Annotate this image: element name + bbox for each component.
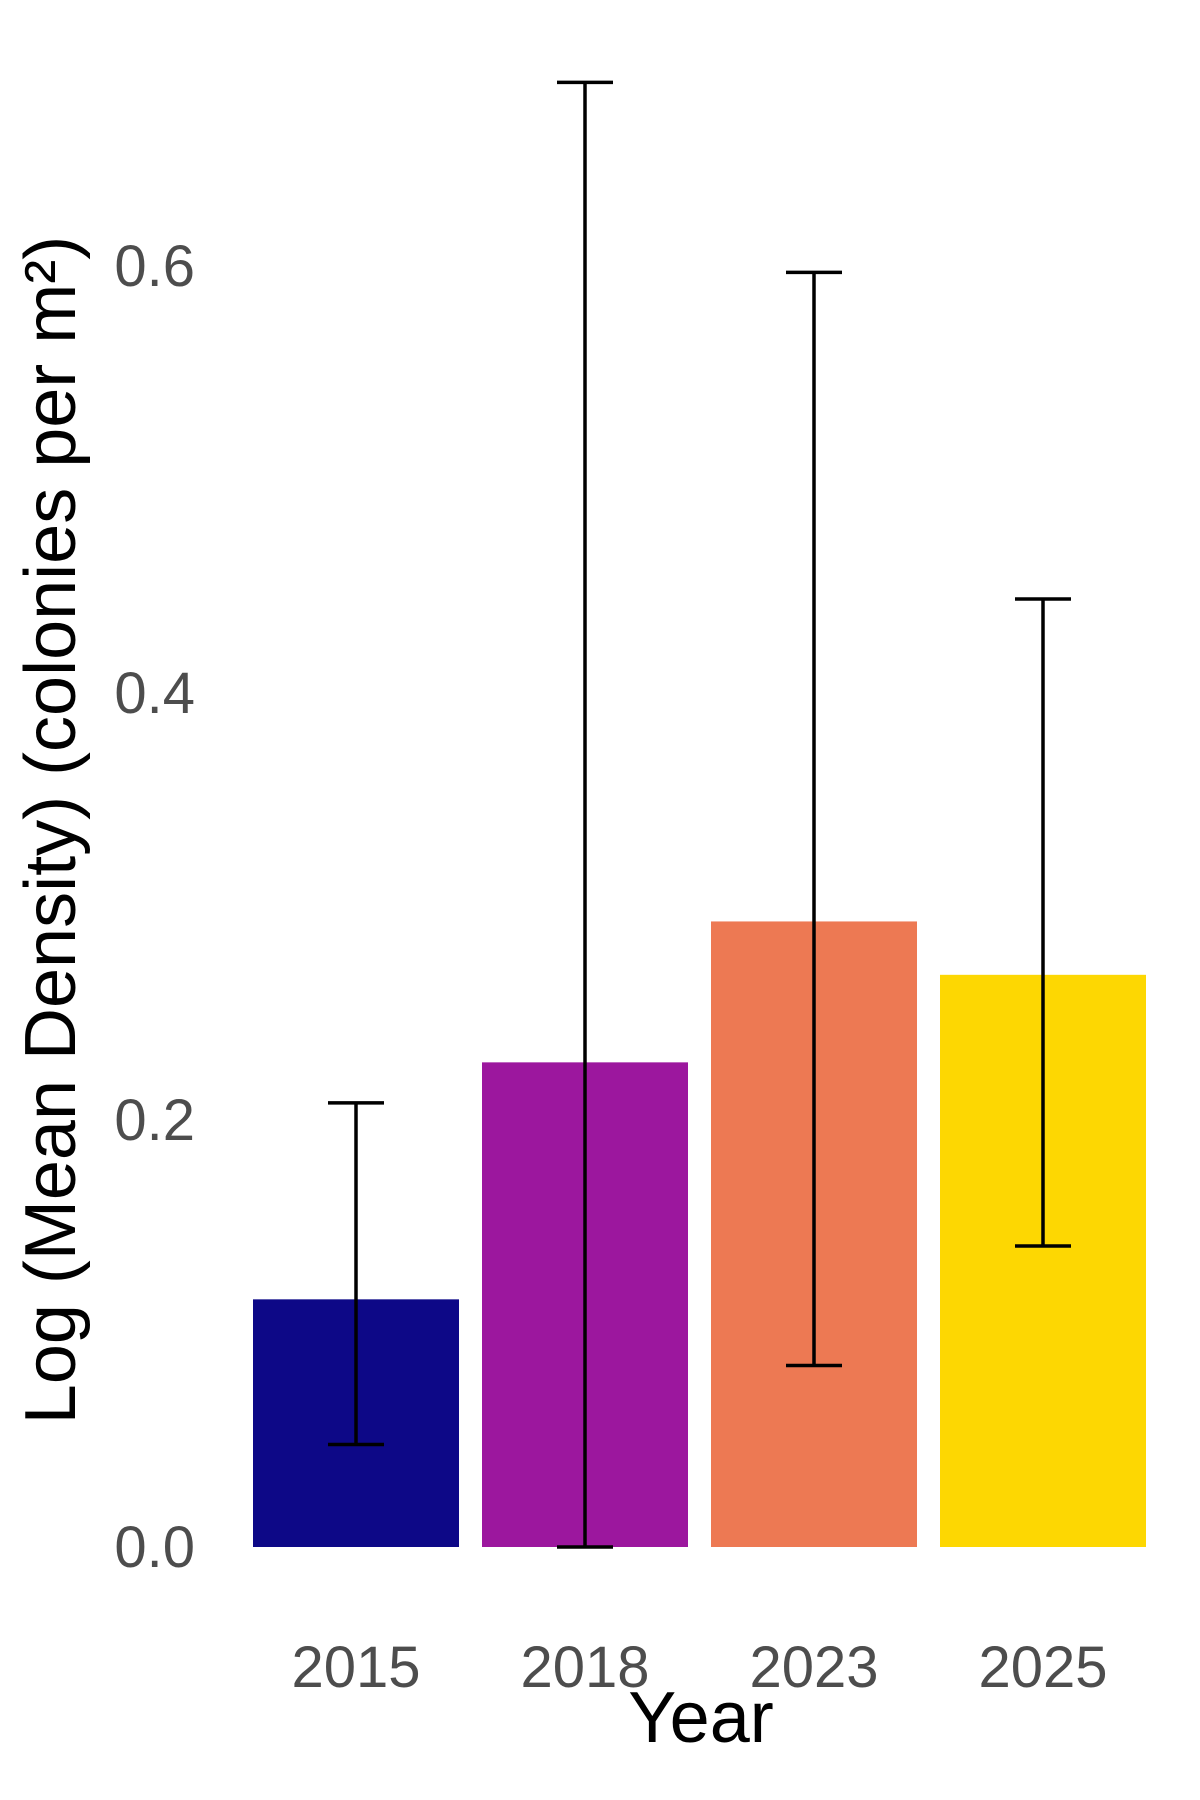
y-tick-label-0.4: 0.4 [114, 661, 195, 726]
x-tick-label-2025: 2025 [978, 1635, 1107, 1700]
y-axis-ticks: 0.0 0.2 0.4 0.6 [114, 234, 195, 1580]
error-bar-2015 [328, 1101, 384, 1447]
x-axis-ticks: 2015 2018 2023 2025 [291, 1635, 1107, 1700]
plot-area [253, 80, 1146, 1549]
x-tick-label-2015: 2015 [291, 1635, 420, 1700]
y-axis-title: Log (Mean Density) (colonies per m²) [11, 236, 91, 1424]
x-tick-label-2023: 2023 [749, 1635, 878, 1700]
error-bar-2023 [786, 270, 842, 1368]
x-tick-label-2018: 2018 [520, 1635, 649, 1700]
error-bar-2018 [557, 80, 613, 1549]
y-tick-label-0.0: 0.0 [114, 1515, 195, 1580]
y-tick-label-0.2: 0.2 [114, 1088, 195, 1153]
error-bar-2025 [1015, 597, 1071, 1248]
y-tick-label-0.6: 0.6 [114, 234, 195, 299]
x-axis-title: Year [628, 1678, 773, 1758]
